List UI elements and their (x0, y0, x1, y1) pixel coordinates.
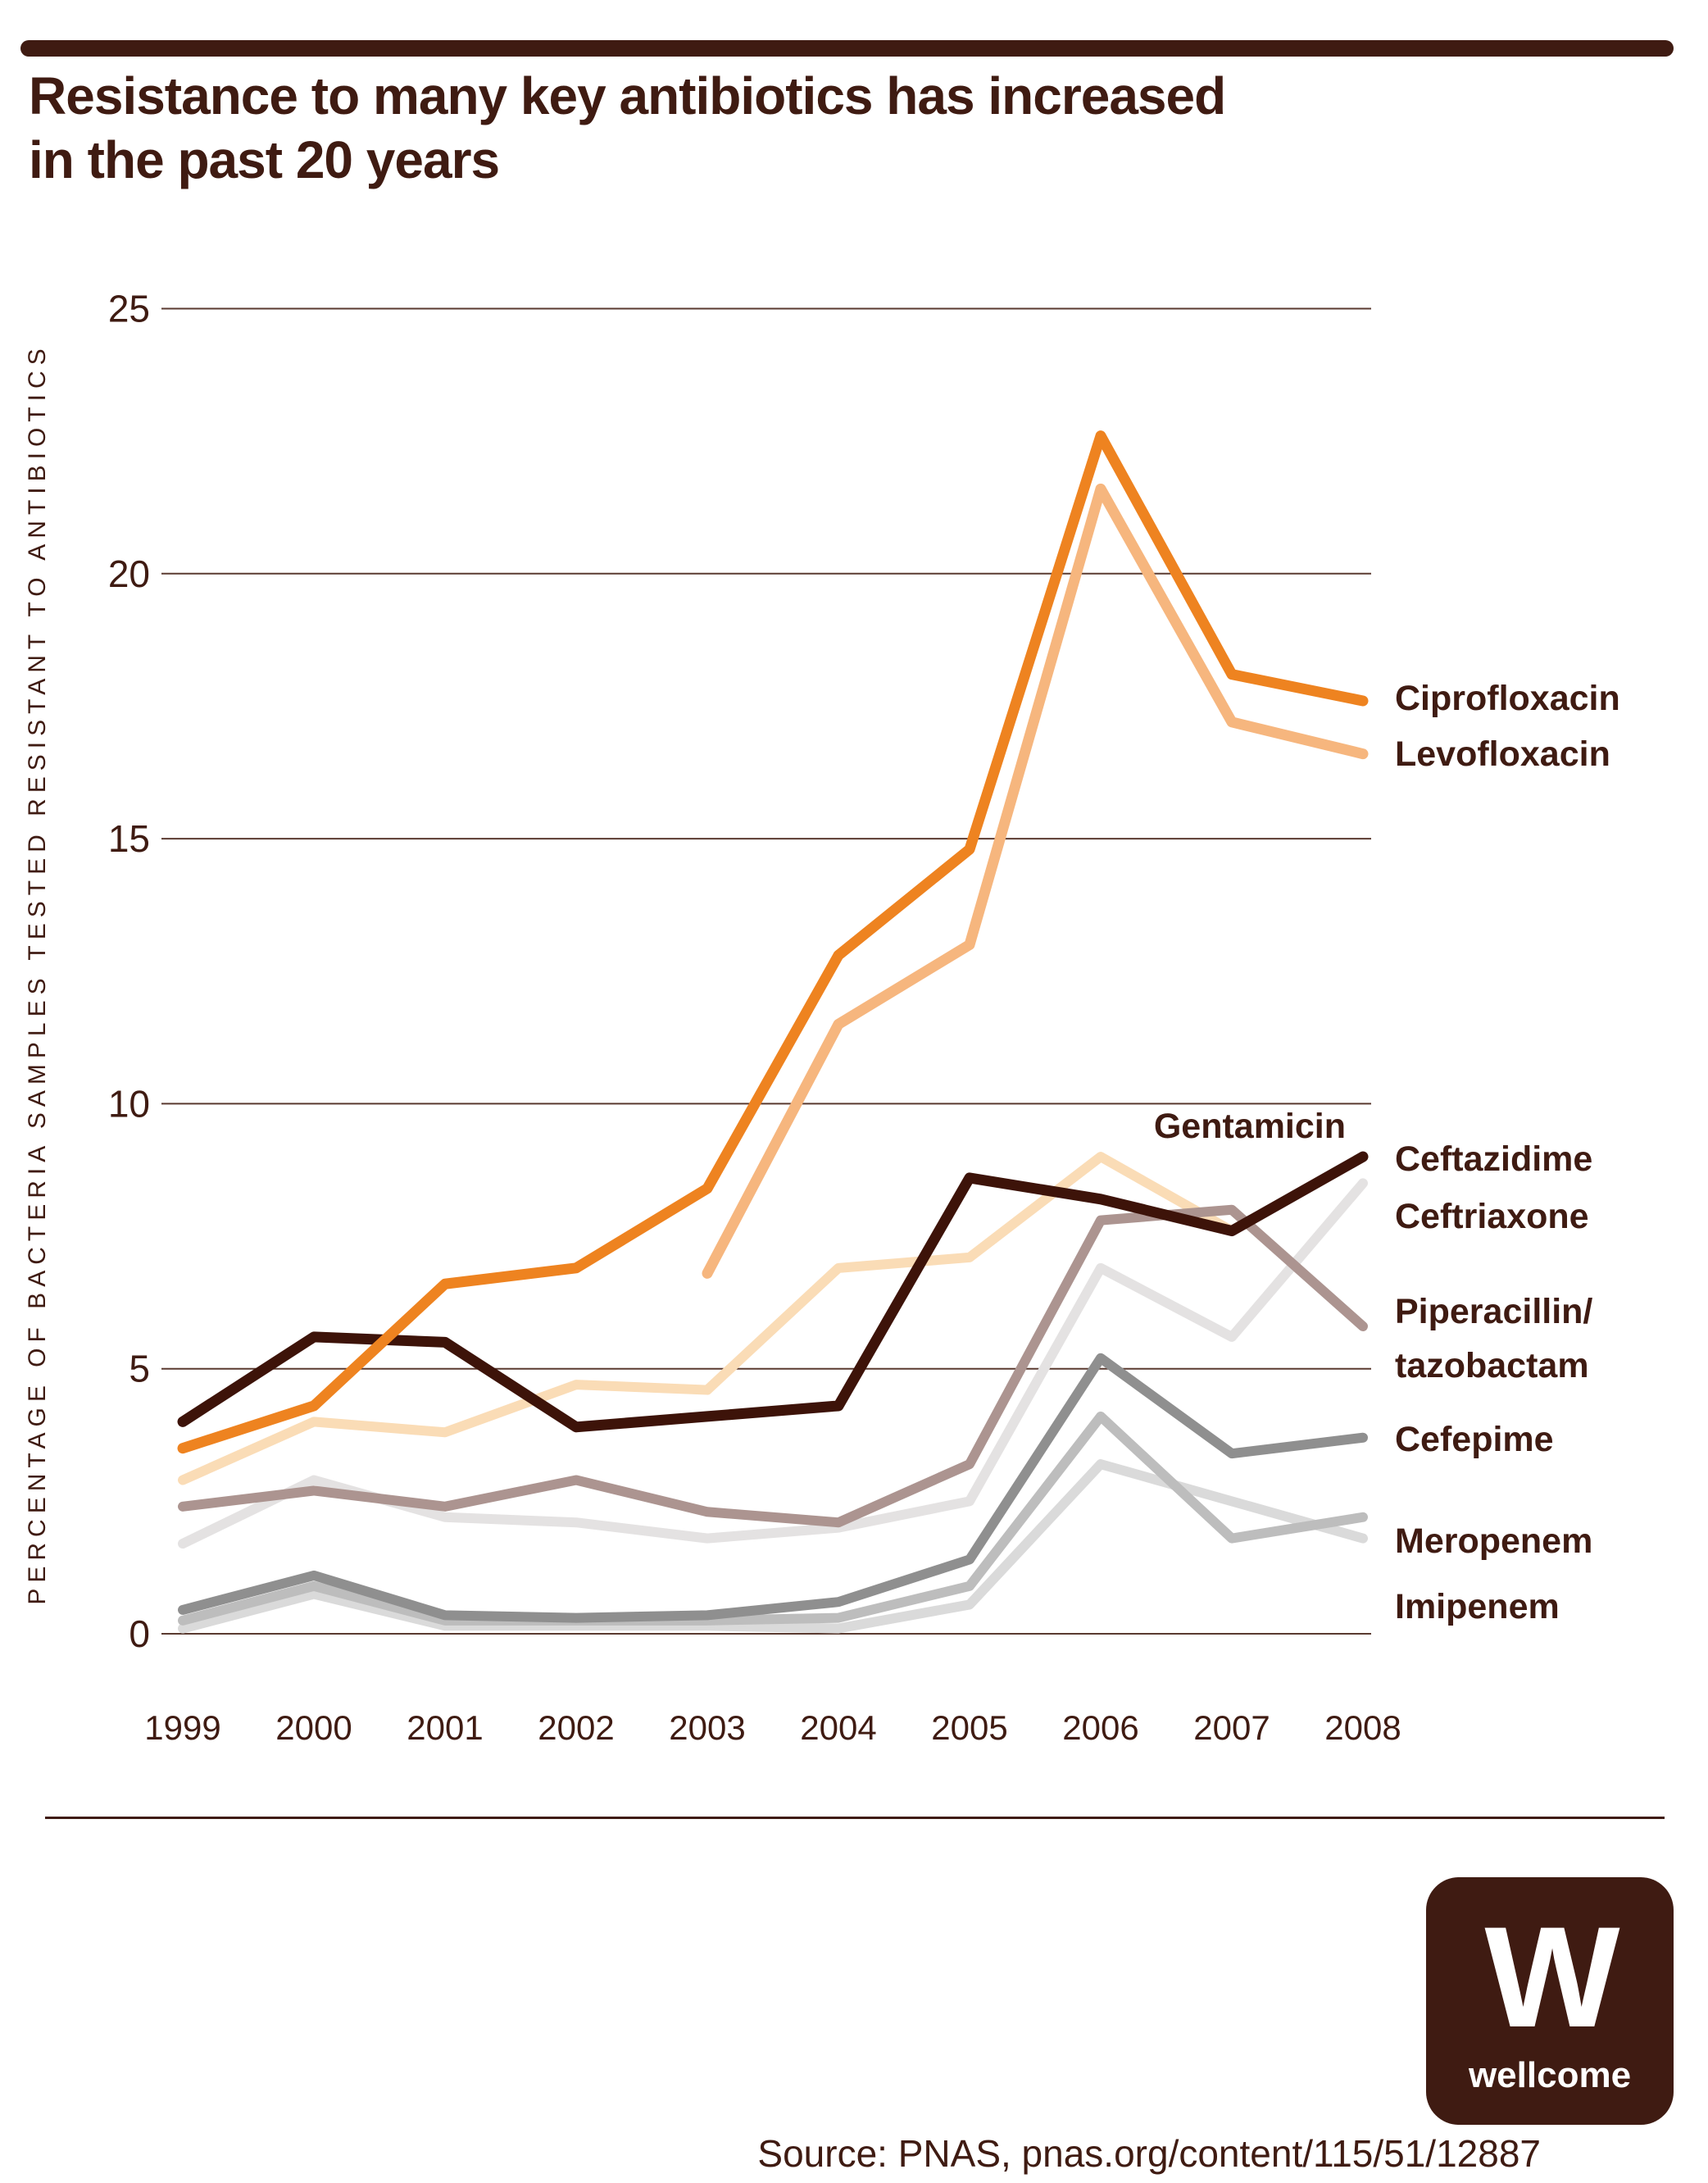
x-tick-label-2007: 2007 (1193, 1708, 1270, 1747)
top-accent-bar (20, 40, 1674, 57)
line-ceftazidime (177, 1151, 1369, 1433)
y-tick-label-20: 20 (108, 553, 150, 595)
series-label-imipenem: Imipenem (1395, 1587, 1560, 1626)
x-tick-label-2008: 2008 (1324, 1708, 1401, 1747)
y-tick-label-5: 5 (129, 1348, 150, 1390)
series-label-ceftazidime: Ceftazidime (1395, 1139, 1593, 1179)
series-label-levofloxacin: Levofloxacin (1395, 734, 1610, 774)
y-tick-label-0: 0 (129, 1612, 150, 1655)
series-label-ciprofloxacin: Ciprofloxacin (1395, 679, 1620, 718)
wellcome-wordmark: wellcome (1468, 2055, 1632, 2095)
x-tick-label-2000: 2000 (275, 1708, 352, 1747)
y-axis-title: PERCENTAGE OF BACTERIA SAMPLES TESTED RE… (24, 343, 51, 1605)
line-imipenem (178, 1459, 1368, 1634)
series-label-piperacillin-line1: Piperacillin/ (1395, 1292, 1593, 1331)
series-label-piperacillin-line2: tazobactam (1395, 1346, 1589, 1385)
line-cefepime (178, 1353, 1368, 1623)
x-tick-label-2002: 2002 (538, 1708, 614, 1747)
series-label-ceftriaxone: Ceftriaxone (1395, 1197, 1589, 1236)
series-label-gentamicin: Gentamicin (1153, 1107, 1346, 1146)
line-gentamicin (178, 1152, 1237, 1485)
source-text: Source: PNAS, pnas.org/content/115/51/12… (757, 2132, 1541, 2175)
wellcome-w-icon: W (1484, 1898, 1619, 2058)
series-label-meropenem: Meropenem (1395, 1521, 1593, 1561)
y-tick-label-15: 15 (108, 817, 150, 860)
line-ceftriaxone (178, 1178, 1368, 1549)
y-tick-label-25: 25 (108, 288, 150, 330)
line-meropenem (178, 1411, 1368, 1626)
page-title-line1: Resistance to many key antibiotics has i… (29, 66, 1226, 125)
line-levofloxacin (702, 483, 1369, 1279)
x-tick-label-2005: 2005 (931, 1708, 1007, 1747)
page-title-line2: in the past 20 years (29, 130, 500, 189)
y-tick-label-10: 10 (108, 1082, 150, 1125)
bottom-divider (45, 1817, 1665, 1819)
x-tick-label-2001: 2001 (407, 1708, 483, 1747)
x-tick-label-1999: 1999 (144, 1708, 220, 1747)
page-title: Resistance to many key antibiotics has i… (29, 64, 1586, 192)
line-piperacillin-tazobactam (178, 1204, 1368, 1528)
x-tick-label-2004: 2004 (800, 1708, 876, 1747)
x-tick-label-2003: 2003 (669, 1708, 745, 1747)
wellcome-logo: W wellcome (1426, 1877, 1674, 2125)
line-ciprofloxacin (177, 430, 1369, 1454)
x-tick-label-2006: 2006 (1062, 1708, 1138, 1747)
series-label-cefepime: Cefepime (1395, 1420, 1554, 1459)
